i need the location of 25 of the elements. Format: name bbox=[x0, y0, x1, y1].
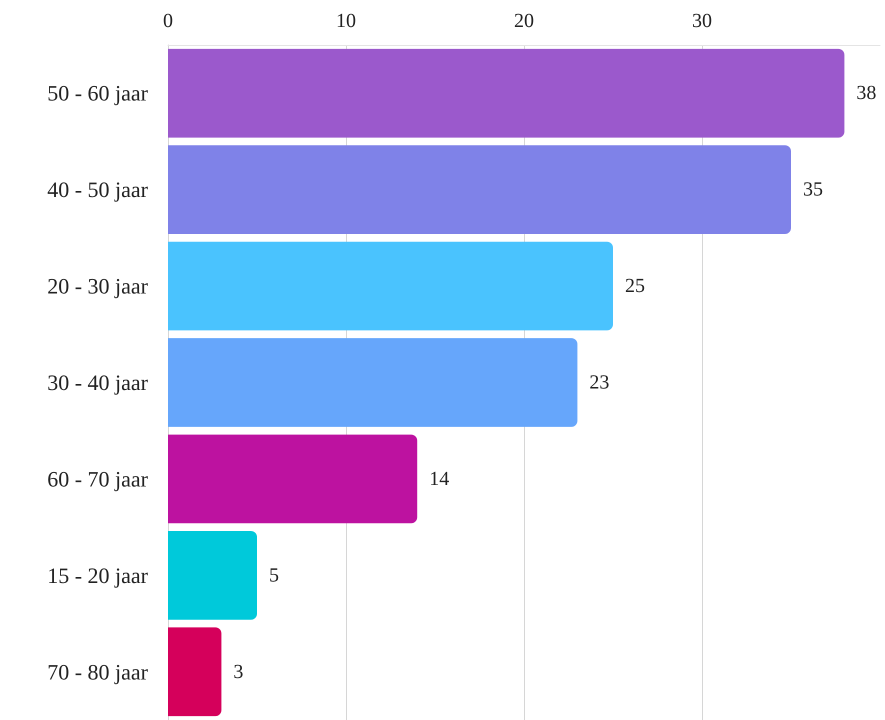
y-tick-label: 30 - 40 jaar bbox=[47, 370, 149, 395]
data-label: 3 bbox=[233, 660, 244, 683]
data-label: 14 bbox=[429, 468, 450, 490]
y-tick-label: 60 - 70 jaar bbox=[47, 466, 149, 492]
data-label: 38 bbox=[856, 82, 876, 104]
x-tick-label: 10 bbox=[336, 10, 356, 32]
bar bbox=[168, 627, 222, 716]
data-label: 23 bbox=[589, 372, 610, 394]
bar bbox=[168, 242, 613, 330]
y-tick-label: 15 - 20 jaar bbox=[47, 562, 149, 588]
y-tick-label: 20 - 30 jaar bbox=[47, 274, 149, 299]
data-label: 25 bbox=[625, 275, 645, 298]
bar bbox=[168, 145, 791, 234]
y-tick-label: 70 - 80 jaar bbox=[47, 659, 149, 684]
bar bbox=[168, 338, 578, 427]
bar bbox=[168, 434, 418, 524]
x-tick-label: 0 bbox=[163, 10, 173, 32]
data-label: 5 bbox=[269, 564, 279, 586]
x-tick-label: 20 bbox=[514, 10, 534, 32]
y-tick-label: 50 - 60 jaar bbox=[47, 80, 149, 106]
y-tick-label: 40 - 50 jaar bbox=[47, 177, 149, 202]
bar bbox=[168, 48, 844, 138]
data-label: 35 bbox=[803, 178, 823, 201]
x-tick-label: 30 bbox=[692, 10, 712, 32]
bar bbox=[168, 531, 257, 620]
